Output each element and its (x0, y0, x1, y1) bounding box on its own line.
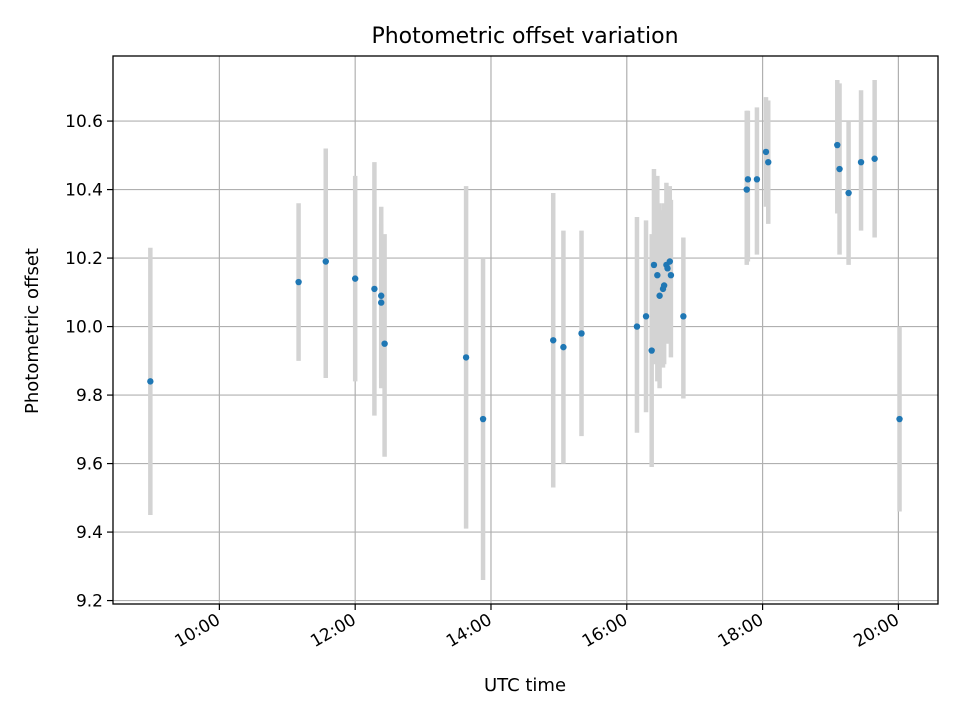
y-tick-label: 9.6 (76, 455, 103, 475)
data-point (479, 415, 487, 423)
y-tick-label: 10.6 (65, 112, 103, 132)
data-point (462, 354, 470, 361)
data-point (836, 165, 843, 173)
data-point (871, 155, 878, 162)
data-point (650, 261, 658, 269)
y-tick-label: 10.0 (65, 318, 103, 338)
point-layer (147, 141, 903, 423)
data-point (762, 148, 770, 156)
data-point (896, 415, 903, 423)
data-point (642, 313, 650, 320)
data-point (857, 158, 865, 166)
data-point (560, 343, 567, 351)
data-point (743, 186, 750, 193)
data-point (147, 378, 154, 385)
data-point (351, 275, 359, 282)
data-point (578, 330, 585, 337)
y-tick-label: 9.2 (76, 592, 103, 612)
plot-frame (112, 55, 939, 605)
y-axis-label: Photometric offset (22, 248, 43, 414)
data-point (753, 176, 761, 183)
data-point (371, 285, 378, 293)
data-point (667, 272, 675, 279)
data-point (381, 340, 388, 347)
data-point (845, 189, 852, 197)
data-point (378, 292, 385, 299)
data-point (295, 278, 302, 286)
data-point (680, 313, 687, 320)
data-point (834, 141, 841, 149)
y-tick-label: 9.8 (76, 386, 103, 406)
data-point (744, 176, 752, 183)
data-point (322, 258, 329, 265)
x-axis-label: UTC time (484, 675, 566, 696)
data-point (656, 292, 663, 299)
chart-title: Photometric offset variation (371, 24, 678, 49)
y-tick-label: 10.2 (65, 249, 103, 269)
y-tick-label: 9.4 (76, 523, 103, 543)
data-point (654, 272, 661, 279)
data-point (378, 299, 385, 306)
data-point (666, 258, 673, 265)
data-point (648, 347, 655, 354)
y-tick-label: 10.4 (65, 181, 103, 201)
data-point (765, 158, 772, 166)
data-point (550, 337, 557, 344)
data-point (660, 282, 668, 289)
data-point (664, 265, 671, 272)
data-point (633, 323, 641, 330)
